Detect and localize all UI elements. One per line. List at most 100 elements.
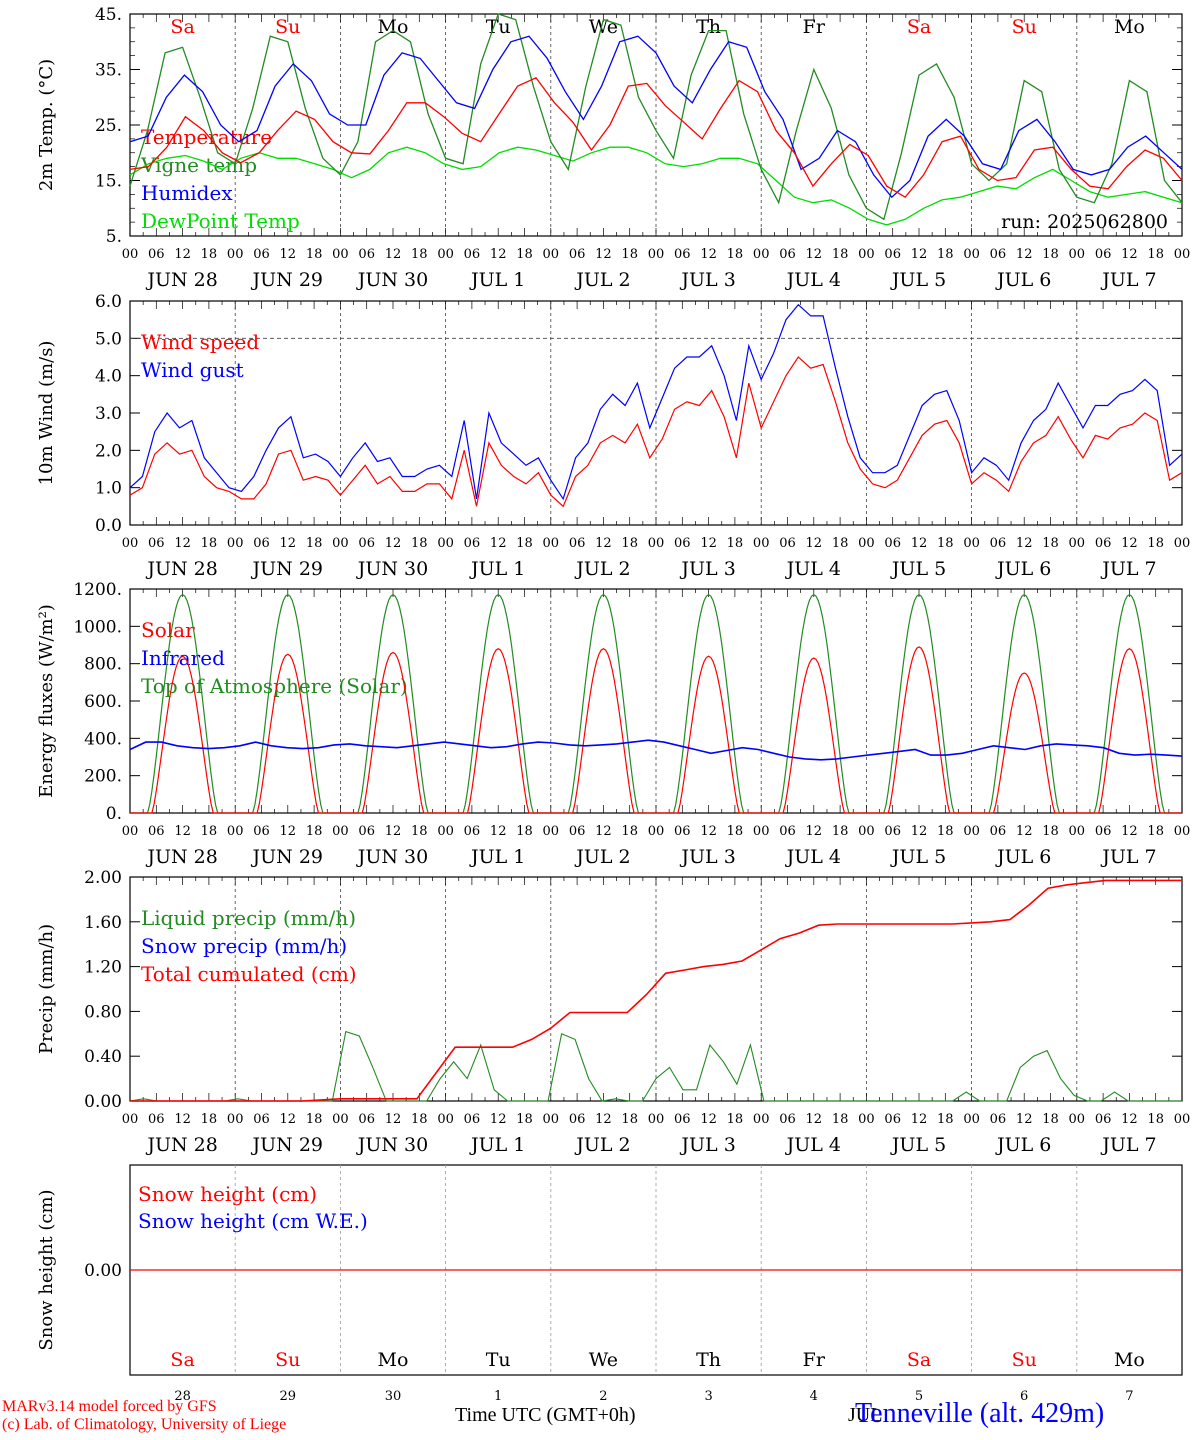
hour-label: 06 <box>990 247 1007 262</box>
y-axis-label: Precip (mm/h) <box>36 924 57 1054</box>
date-label: JUL 4 <box>785 1134 841 1156</box>
weekday-label: Su <box>1012 16 1037 38</box>
weekday-label-bottom: Sa <box>170 1349 194 1371</box>
hour-label: 00 <box>753 247 770 262</box>
hour-label: 18 <box>727 536 744 551</box>
hour-label: 00 <box>437 247 454 262</box>
y-axis-label: Snow height (cm) <box>36 1189 57 1350</box>
date-label: JUN 29 <box>251 846 323 868</box>
hour-label: 12 <box>1016 536 1033 551</box>
date-label: JUN 30 <box>356 269 428 291</box>
date-label: JUN 28 <box>145 1134 217 1156</box>
legend-entry: Liquid precip (mm/h) <box>141 906 356 930</box>
hour-label: 18 <box>1147 1112 1164 1127</box>
date-label: JUN 28 <box>145 558 217 580</box>
hour-label: 00 <box>1069 536 1086 551</box>
y-tick-label: 5. <box>106 227 122 247</box>
hour-label: 00 <box>122 247 139 262</box>
hour-label: 12 <box>385 1112 402 1127</box>
hour-label: 06 <box>990 824 1007 839</box>
weekday-label: Th <box>696 16 721 38</box>
date-label: JUL 5 <box>890 269 946 291</box>
x-axis-title: Time UTC (GMT+0h) <box>455 1404 636 1426</box>
hour-label: 06 <box>674 824 691 839</box>
hour-label: 00 <box>1069 1112 1086 1127</box>
legend-entry: Wind speed <box>141 330 259 354</box>
run-annotation: run: 2025062800 <box>1001 211 1168 233</box>
legend-entry: Humidex <box>141 181 233 205</box>
legend-entry: Total cumulated (cm) <box>141 962 357 986</box>
hour-label: 06 <box>674 536 691 551</box>
hour-label: 18 <box>1147 536 1164 551</box>
hour-label: 12 <box>911 247 928 262</box>
date-label: JUN 30 <box>356 1134 428 1156</box>
hour-label: 00 <box>122 1112 139 1127</box>
hour-label: 06 <box>148 247 165 262</box>
hour-label: 18 <box>621 247 638 262</box>
hour-label: 12 <box>280 824 297 839</box>
hour-label: 12 <box>806 536 823 551</box>
date-label: JUL 7 <box>1100 846 1156 868</box>
hour-label: 00 <box>227 247 244 262</box>
hour-label: 18 <box>201 247 218 262</box>
day-number: 29 <box>280 1389 297 1404</box>
model-credit: MARv3.14 model forced by GFS (c) Lab. of… <box>2 1398 287 1433</box>
hour-label: 18 <box>937 247 954 262</box>
legend-entry: Infrared <box>141 646 225 670</box>
hour-label: 12 <box>595 247 612 262</box>
month-overlay: JUL <box>848 1404 883 1426</box>
hour-label: 06 <box>464 536 481 551</box>
hour-label: 06 <box>148 1112 165 1127</box>
legend-entry: Snow precip (mm/h) <box>141 934 347 958</box>
hour-label: 06 <box>569 824 586 839</box>
weekday-label: Sa <box>170 16 194 38</box>
series-line-vigne-temp <box>129 13 1183 221</box>
hour-label: 00 <box>437 536 454 551</box>
series-line-solar <box>130 646 1182 814</box>
date-label: JUL 4 <box>785 269 841 291</box>
weekday-label-bottom: Mo <box>1114 1349 1145 1371</box>
y-tick-label: 4.0 <box>95 367 122 387</box>
hour-label: 18 <box>832 1112 849 1127</box>
date-label: JUL 1 <box>469 269 525 291</box>
weekday-label: Sa <box>907 16 931 38</box>
legend-entry: Top of Atmosphere (Solar) <box>141 674 408 698</box>
hour-label: 12 <box>595 1112 612 1127</box>
hour-label: 12 <box>385 824 402 839</box>
date-label: JUN 30 <box>356 846 428 868</box>
hour-label: 00 <box>437 824 454 839</box>
hour-label: 00 <box>332 247 349 262</box>
hour-label: 12 <box>911 536 928 551</box>
hour-label: 18 <box>832 536 849 551</box>
date-label: JUL 2 <box>574 1134 630 1156</box>
hour-label: 18 <box>516 536 533 551</box>
date-label: JUL 5 <box>890 846 946 868</box>
hour-label: 00 <box>858 536 875 551</box>
date-label: JUN 29 <box>251 269 323 291</box>
date-label: JUL 1 <box>469 846 525 868</box>
hour-label: 06 <box>358 247 375 262</box>
hour-label: 12 <box>700 247 717 262</box>
hour-label: 18 <box>937 824 954 839</box>
legend-entry: Snow height (cm) <box>138 1182 317 1206</box>
hour-label: 12 <box>490 824 507 839</box>
y-tick-label: 1200. <box>73 580 122 600</box>
hour-label: 18 <box>306 1112 323 1127</box>
hour-label: 06 <box>779 824 796 839</box>
date-label: JUL 2 <box>574 846 630 868</box>
hour-label: 00 <box>963 1112 980 1127</box>
weekday-label: Su <box>275 16 300 38</box>
hour-label: 06 <box>1095 247 1112 262</box>
hour-label: 06 <box>253 247 270 262</box>
hour-label: 12 <box>1121 824 1138 839</box>
date-label: JUL 1 <box>469 558 525 580</box>
y-tick-label: 15. <box>95 172 122 192</box>
hour-label: 00 <box>1174 1112 1191 1127</box>
series-line-total-cumulated-cm- <box>130 879 1182 1102</box>
hour-label: 12 <box>1121 247 1138 262</box>
y-tick-label: 2.0 <box>95 441 122 461</box>
hour-label: 06 <box>884 1112 901 1127</box>
date-label: JUL 7 <box>1100 269 1156 291</box>
hour-label: 18 <box>201 536 218 551</box>
date-label: JUL 2 <box>574 269 630 291</box>
